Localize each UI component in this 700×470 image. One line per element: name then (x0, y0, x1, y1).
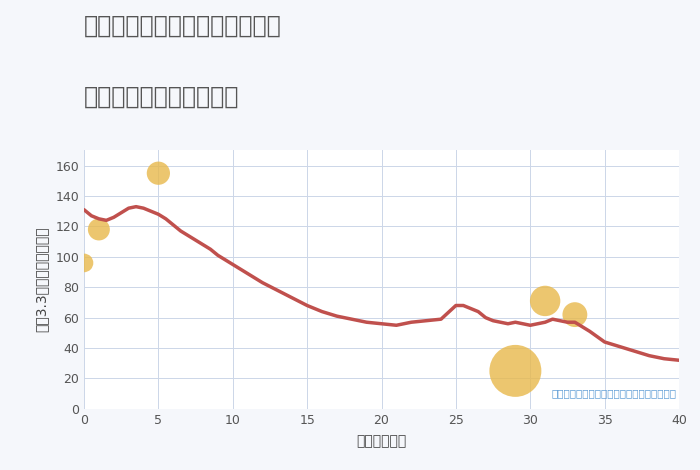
Point (153, 170, 164, 177)
Point (569, 311, 580, 318)
Point (78, 259, 90, 266)
Text: 円の大きさは、取引のあった物件面積を示す: 円の大きさは、取引のあった物件面積を示す (551, 388, 676, 398)
Point (93, 226, 104, 233)
Point (510, 367, 521, 375)
X-axis label: 築年数（年）: 築年数（年） (356, 434, 407, 448)
Text: 愛知県名古屋市天白区一本松の: 愛知県名古屋市天白区一本松の (84, 14, 281, 38)
Point (540, 297, 551, 305)
Text: 築年数別中古戸建て価格: 築年数別中古戸建て価格 (84, 85, 239, 109)
Y-axis label: 坪（3.3㎡）単価（万円）: 坪（3.3㎡）単価（万円） (34, 227, 48, 332)
